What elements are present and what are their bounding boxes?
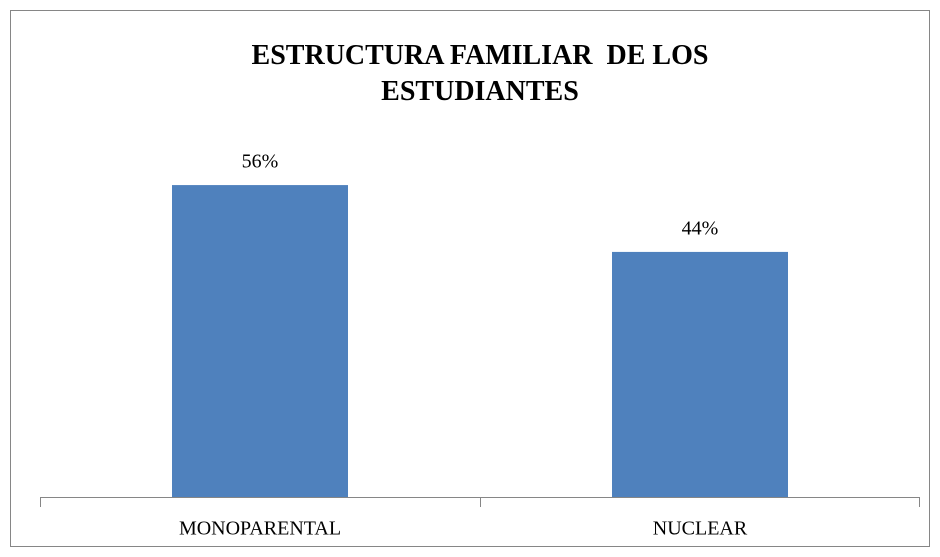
bar bbox=[172, 185, 348, 497]
data-label: 44% bbox=[682, 218, 719, 240]
bar bbox=[612, 251, 788, 497]
data-label: 56% bbox=[242, 151, 279, 173]
x-tick-label: MONOPARENTAL bbox=[179, 518, 341, 540]
x-tick-label: NUCLEAR bbox=[653, 518, 748, 540]
chart-title: ESTRUCTURA FAMILIAR DE LOS ESTUDIANTES bbox=[251, 40, 716, 107]
